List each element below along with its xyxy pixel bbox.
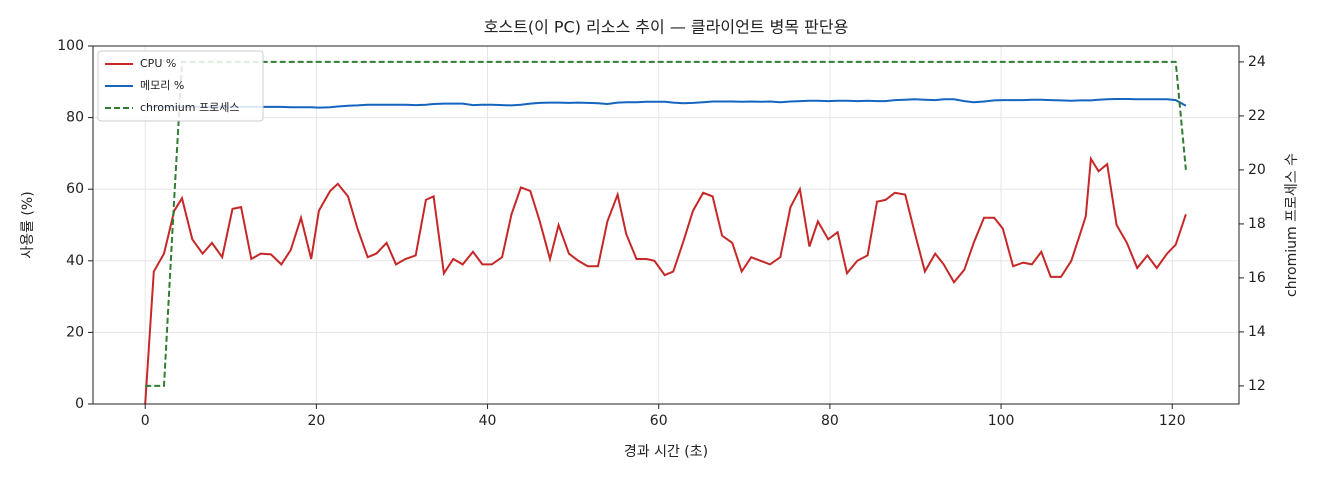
x-tick-label: 80 [821, 413, 839, 429]
y2-tick-label: 24 [1248, 54, 1266, 70]
x-tick-label: 100 [988, 413, 1015, 429]
y2-tick-label: 16 [1248, 270, 1266, 286]
x-tick-label: 0 [141, 413, 150, 429]
x-tick-label: 60 [650, 413, 668, 429]
y2-tick-label: 22 [1248, 108, 1266, 124]
plot-frame [92, 45, 1240, 405]
y-axis-label: 사용률 (%) [20, 191, 36, 258]
y-tick-label: 80 [66, 110, 84, 126]
x-tick-label: 40 [479, 413, 497, 429]
legend-box [97, 50, 264, 122]
legend-label: CPU % [140, 57, 176, 70]
chart-title: 호스트(이 PC) 리소스 추이 — 클라이언트 병목 판단용 [484, 18, 849, 37]
y2-tick-label: 14 [1248, 324, 1266, 340]
legend-label: 메모리 % [140, 79, 184, 92]
y-tick-label: 0 [75, 396, 84, 412]
y2-tick-label: 12 [1248, 378, 1266, 394]
y2-axis-label: chromium 프로세스 수 [1284, 153, 1300, 297]
y-tick-label: 60 [66, 181, 84, 197]
x-tick-label: 120 [1159, 413, 1186, 429]
series-line [145, 60, 1187, 387]
series-line [144, 155, 1187, 405]
legend: CPU % 메모리 % chromium 프로세스 [97, 50, 264, 122]
legend-label: chromium 프로세스 [140, 101, 239, 114]
y2-tick-label: 18 [1248, 216, 1266, 232]
y-tick-label: 20 [66, 324, 84, 340]
y-tick-label: 100 [57, 38, 84, 54]
x-axis-label: 경과 시간 (초) [624, 444, 708, 460]
x-tick-label: 20 [307, 413, 325, 429]
series-line [145, 98, 1187, 109]
y2-tick-label: 20 [1248, 162, 1266, 178]
y-tick-label: 40 [66, 253, 84, 269]
